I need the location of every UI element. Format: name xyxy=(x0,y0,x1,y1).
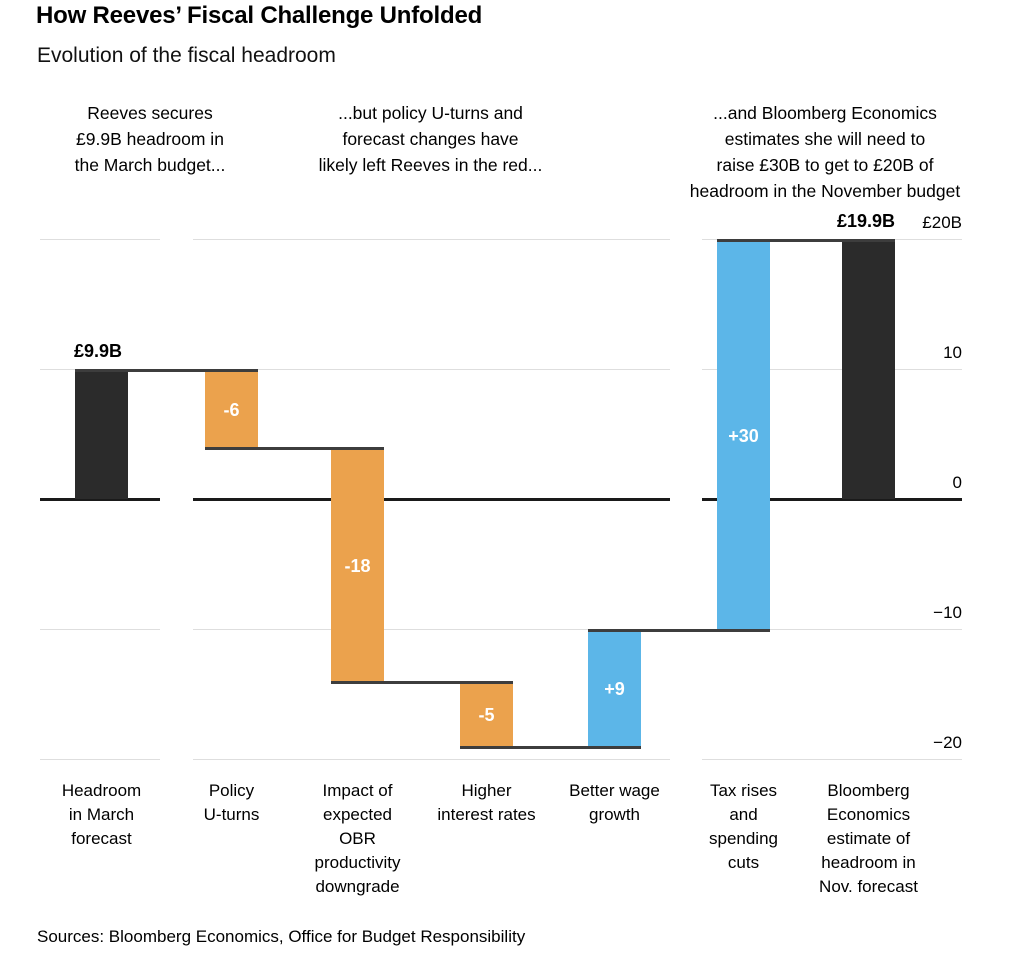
waterfall-bar-2 xyxy=(205,370,258,449)
connector-4 xyxy=(460,746,641,750)
chart-title: How Reeves’ Fiscal Challenge Unfolded xyxy=(36,2,483,29)
bar-value-label-7: £19.9B xyxy=(836,210,895,231)
bar-value-label-4: -5 xyxy=(478,705,495,726)
y-axis-tick-0: 0 xyxy=(952,472,962,492)
y-axis-tick-10: 10 xyxy=(943,342,962,362)
gridline--10-seg1 xyxy=(193,629,670,630)
category-label-6: Tax rises and spending cuts xyxy=(708,781,778,872)
waterfall-bar-6 xyxy=(717,240,770,631)
zero-axis-line-seg2 xyxy=(702,498,962,501)
bar-value-label-6: +30 xyxy=(728,425,759,446)
gridline--20-seg1 xyxy=(193,759,670,760)
annotation-policy-uturns: ...but policy U-turns and forecast chang… xyxy=(318,103,543,175)
waterfall-bar-4 xyxy=(460,682,513,748)
bar-value-label-5: +9 xyxy=(604,679,625,700)
source-note: Sources: Bloomberg Economics, Office for… xyxy=(37,927,526,946)
gridline-10-seg1 xyxy=(193,369,670,370)
category-label-3: Impact of expected OBR productivity down… xyxy=(314,781,401,896)
gridline--10-seg2 xyxy=(702,629,962,630)
gridline-20-seg0 xyxy=(40,239,160,240)
connector-1 xyxy=(75,369,258,373)
y-axis-tick--20: −20 xyxy=(933,732,962,752)
zero-axis-line-seg0 xyxy=(40,498,160,501)
annotation-november-budget: ...and Bloomberg Economics estimates she… xyxy=(689,103,961,201)
connector-3 xyxy=(331,681,513,685)
category-label-1: Headroom in March forecast xyxy=(61,781,142,848)
y-axis-tick--10: −10 xyxy=(933,602,962,622)
category-label-5: Better wage growth xyxy=(569,781,660,824)
gridline--20-seg0 xyxy=(40,759,160,760)
zero-axis-line-seg1 xyxy=(193,498,670,501)
category-label-4: Higher interest rates xyxy=(437,781,536,824)
category-label-2: Policy U-turns xyxy=(203,781,260,824)
waterfall-bar-3 xyxy=(331,448,384,683)
waterfall-bar-1 xyxy=(75,370,128,500)
gridline--10-seg0 xyxy=(40,629,160,630)
waterfall-bar-7 xyxy=(842,240,895,500)
connector-5 xyxy=(588,629,770,633)
chart-subtitle: Evolution of the fiscal headroom xyxy=(37,44,336,67)
bar-value-label-2: -6 xyxy=(223,399,240,420)
connector-2 xyxy=(205,447,384,451)
gridline--20-seg2 xyxy=(702,759,962,760)
waterfall-bar-5 xyxy=(588,630,641,748)
connector-6 xyxy=(717,239,895,243)
annotation-march-budget: Reeves secures £9.9B headroom in the Mar… xyxy=(74,103,226,175)
category-label-7: Bloomberg Economics estimate of headroom… xyxy=(819,781,918,896)
y-axis-tick-20: £20B xyxy=(922,212,962,232)
gridline-20-seg1 xyxy=(193,239,670,240)
gridline-10-seg2 xyxy=(702,369,962,370)
bar-value-label-1: £9.9B xyxy=(74,340,123,361)
bar-value-label-3: -18 xyxy=(344,555,371,576)
